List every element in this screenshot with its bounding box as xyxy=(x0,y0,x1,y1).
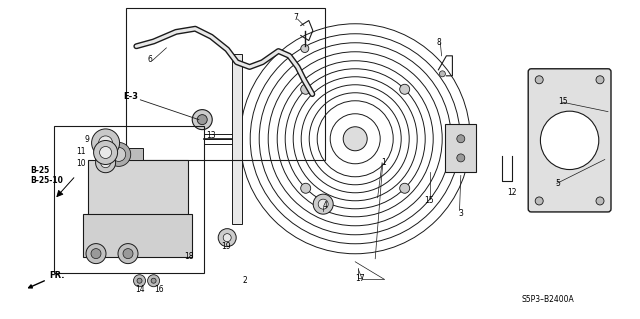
Circle shape xyxy=(148,275,159,287)
Circle shape xyxy=(223,234,231,242)
Text: 9: 9 xyxy=(84,135,90,144)
Circle shape xyxy=(93,140,118,165)
Text: 13: 13 xyxy=(206,131,216,140)
Text: 15: 15 xyxy=(558,97,568,106)
Circle shape xyxy=(151,278,156,283)
Bar xyxy=(232,54,242,224)
Text: 16: 16 xyxy=(154,285,164,294)
Circle shape xyxy=(596,197,604,205)
Bar xyxy=(88,160,188,217)
Circle shape xyxy=(137,278,142,283)
Text: 6: 6 xyxy=(148,56,153,64)
Text: 15: 15 xyxy=(424,196,434,205)
Circle shape xyxy=(457,135,465,143)
Circle shape xyxy=(218,229,236,247)
Text: 10: 10 xyxy=(76,160,86,168)
Text: B-25: B-25 xyxy=(31,166,50,175)
Bar xyxy=(83,214,192,257)
Circle shape xyxy=(400,84,410,94)
Circle shape xyxy=(313,194,333,214)
Circle shape xyxy=(318,199,328,209)
Text: 1: 1 xyxy=(381,158,387,167)
Bar xyxy=(54,126,204,273)
Bar xyxy=(445,124,476,172)
Circle shape xyxy=(540,111,599,169)
Circle shape xyxy=(99,136,113,150)
Circle shape xyxy=(192,110,212,130)
Text: S5P3–B2400A: S5P3–B2400A xyxy=(522,295,574,304)
Circle shape xyxy=(91,249,101,259)
Circle shape xyxy=(197,115,207,125)
Text: E-3: E-3 xyxy=(123,92,138,101)
Circle shape xyxy=(457,154,465,162)
Text: 7: 7 xyxy=(293,13,298,22)
Circle shape xyxy=(440,71,445,77)
Circle shape xyxy=(107,142,131,167)
Circle shape xyxy=(118,244,138,263)
Circle shape xyxy=(301,84,310,94)
Circle shape xyxy=(100,158,111,168)
Circle shape xyxy=(343,127,367,151)
Bar xyxy=(126,8,325,160)
Circle shape xyxy=(134,275,145,287)
Circle shape xyxy=(301,45,308,53)
Text: 4: 4 xyxy=(323,201,328,210)
Text: 17: 17 xyxy=(355,274,365,283)
Text: 8: 8 xyxy=(436,38,442,47)
Text: FR.: FR. xyxy=(29,271,65,288)
Text: B-25-10: B-25-10 xyxy=(31,176,63,185)
Text: 5: 5 xyxy=(556,179,561,188)
Circle shape xyxy=(123,249,133,259)
Text: 19: 19 xyxy=(221,242,231,251)
Text: 2: 2 xyxy=(242,276,247,285)
Circle shape xyxy=(86,244,106,263)
Text: 12: 12 xyxy=(508,188,516,197)
Circle shape xyxy=(112,147,125,161)
Circle shape xyxy=(400,183,410,193)
Circle shape xyxy=(596,76,604,84)
FancyBboxPatch shape xyxy=(528,69,611,212)
Bar xyxy=(95,148,143,160)
Text: 11: 11 xyxy=(76,147,85,156)
Circle shape xyxy=(95,153,116,173)
Circle shape xyxy=(301,183,310,193)
Text: 14: 14 xyxy=(134,285,145,294)
Text: 18: 18 xyxy=(185,252,194,261)
Text: 3: 3 xyxy=(458,209,463,218)
Circle shape xyxy=(535,76,543,84)
Circle shape xyxy=(92,129,120,157)
Circle shape xyxy=(100,146,111,159)
Circle shape xyxy=(535,197,543,205)
